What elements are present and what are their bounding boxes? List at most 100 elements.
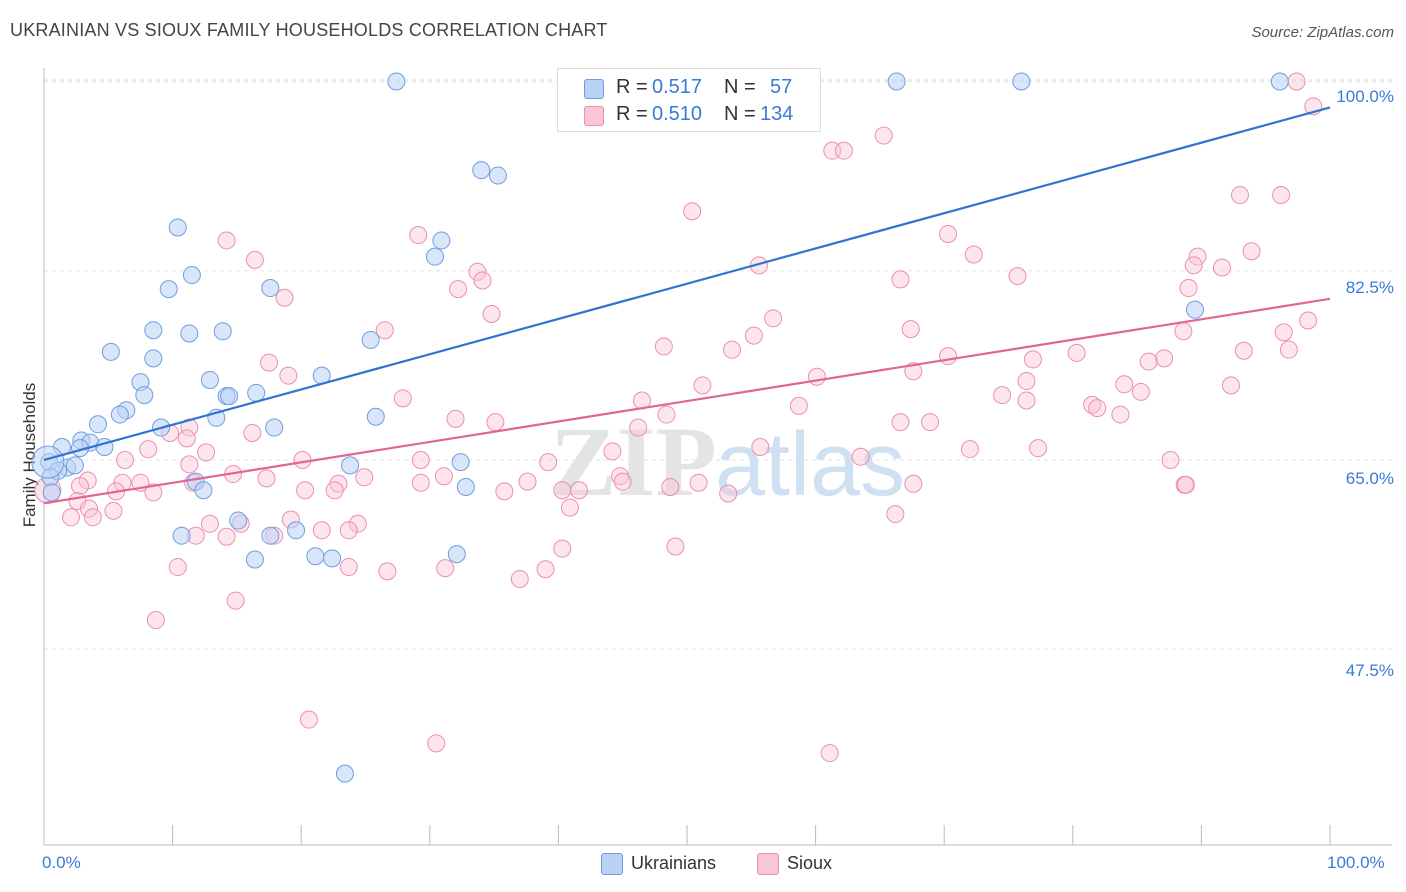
ukrainians-point-11 xyxy=(261,279,280,298)
sioux-point-133 xyxy=(226,591,245,610)
legend-swatch-ukrainians xyxy=(584,79,604,99)
sioux-point-31 xyxy=(1274,323,1293,342)
sioux-point-73 xyxy=(116,450,135,469)
ukrainians-point-15 xyxy=(361,330,380,349)
ukrainians-point-55 xyxy=(323,549,342,568)
ukrainians-point-50 xyxy=(261,526,280,545)
sioux-point-97 xyxy=(904,474,923,493)
sioux-point-45 xyxy=(807,367,826,386)
sioux-point-43 xyxy=(904,362,923,381)
sioux-point-52 xyxy=(1017,391,1036,410)
sioux-point-135 xyxy=(299,710,318,729)
sioux-point-17 xyxy=(1212,258,1231,277)
sioux-point-6 xyxy=(1272,186,1291,205)
watermark: ZIP atlas xyxy=(550,406,905,517)
sioux-point-13 xyxy=(1188,247,1207,266)
sioux-point-7 xyxy=(683,202,702,221)
sioux-point-2 xyxy=(874,126,893,145)
ukrainians-point-42 xyxy=(341,456,360,475)
ukrainians-point-53 xyxy=(245,550,264,569)
sioux-point-57 xyxy=(657,405,676,424)
sioux-point-37 xyxy=(1279,340,1298,359)
sioux-point-70 xyxy=(960,440,979,459)
sioux-point-0 xyxy=(1287,72,1306,91)
ukrainians-point-52 xyxy=(447,545,466,564)
sioux-point-15 xyxy=(1184,256,1203,275)
legend-n-label: N = xyxy=(724,76,756,98)
sioux-point-107 xyxy=(200,514,219,533)
ukrainians-point-45 xyxy=(194,481,213,500)
ukrainians-point-7 xyxy=(432,231,451,250)
sioux-point-12 xyxy=(964,245,983,264)
sioux-point-113 xyxy=(104,501,123,520)
gridlines xyxy=(44,79,1395,650)
sioux-point-119 xyxy=(348,514,367,533)
sioux-point-53 xyxy=(393,389,412,408)
sioux-point-111 xyxy=(62,508,81,527)
ukrainians-point-41 xyxy=(451,453,470,472)
sioux-point-88 xyxy=(355,468,374,487)
sioux-point-116 xyxy=(661,478,680,497)
sioux-point-40 xyxy=(1023,350,1042,369)
ukrainians-point-3 xyxy=(1270,72,1289,91)
sioux-point-20 xyxy=(891,270,910,289)
y-tick-65: 65.0% xyxy=(1345,469,1394,488)
sioux-point-95 xyxy=(569,481,588,500)
sioux-point-26 xyxy=(764,309,783,328)
sioux-point-85 xyxy=(257,469,276,488)
sioux-point-39 xyxy=(939,347,958,366)
sioux-point-68 xyxy=(139,440,158,459)
sioux-point-55 xyxy=(1083,395,1102,414)
sioux-point-24 xyxy=(275,288,294,307)
sioux-point-117 xyxy=(719,484,738,503)
ukrainians-point-31 xyxy=(265,418,284,437)
sioux-point-25 xyxy=(482,304,501,323)
ukrainians-point-13 xyxy=(213,322,232,341)
ukrainians-point-57 xyxy=(1185,300,1204,319)
sioux-point-98 xyxy=(1029,439,1048,458)
ukrainians-point-54 xyxy=(306,547,325,566)
stats-legend: R = 0.517 N = 57 R = 0.510 N = 134 xyxy=(557,68,821,132)
watermark-atlas: atlas xyxy=(715,415,905,515)
sioux-point-104 xyxy=(296,481,315,500)
ukrainians-point-26 xyxy=(110,405,129,424)
sioux-point-60 xyxy=(446,409,465,428)
sioux-point-129 xyxy=(378,562,397,581)
ukrainians-point-14 xyxy=(180,324,199,343)
sioux-point-122 xyxy=(217,527,236,546)
sioux-point-127 xyxy=(168,558,187,577)
ukrainians-point-8 xyxy=(425,247,444,266)
sioux-point-34 xyxy=(723,340,742,359)
trend-lines xyxy=(43,106,1331,505)
ukrainians-point-29 xyxy=(89,415,108,434)
ukrainians-point-28 xyxy=(366,407,385,426)
sioux-point-30 xyxy=(1174,322,1193,341)
sioux-points xyxy=(34,72,1323,763)
ukrainians-point-47 xyxy=(42,483,61,502)
legend-r-value-sioux: 0.510 xyxy=(652,103,703,125)
sioux-point-14 xyxy=(245,250,264,269)
ukrainians-point-9 xyxy=(182,266,201,285)
legend-n-value-ukrainians: 57 xyxy=(770,76,793,98)
sioux-point-109 xyxy=(80,499,99,518)
sioux-point-5 xyxy=(1230,186,1249,205)
legend-n-label: N = xyxy=(724,103,756,125)
ukrainians-point-49 xyxy=(172,526,191,545)
sioux-point-67 xyxy=(243,423,262,442)
sioux-point-29 xyxy=(375,321,394,340)
sioux-point-69 xyxy=(629,418,648,437)
axes xyxy=(43,68,1392,846)
sioux-point-33 xyxy=(654,337,673,356)
ukrainians-point-23 xyxy=(220,387,239,406)
sioux-point-27 xyxy=(1299,311,1318,330)
sioux-point-58 xyxy=(1088,399,1107,418)
chart-title: UKRAINIAN VS SIOUX FAMILY HOUSEHOLDS COR… xyxy=(10,20,608,40)
sioux-point-18 xyxy=(468,262,487,281)
sioux-point-89 xyxy=(411,473,430,492)
sioux-point-83 xyxy=(71,476,90,495)
sioux-point-105 xyxy=(325,481,344,500)
ukrainians-trend-line xyxy=(43,106,1331,462)
ukrainians-point-6 xyxy=(168,218,187,237)
sioux-point-92 xyxy=(613,472,632,491)
